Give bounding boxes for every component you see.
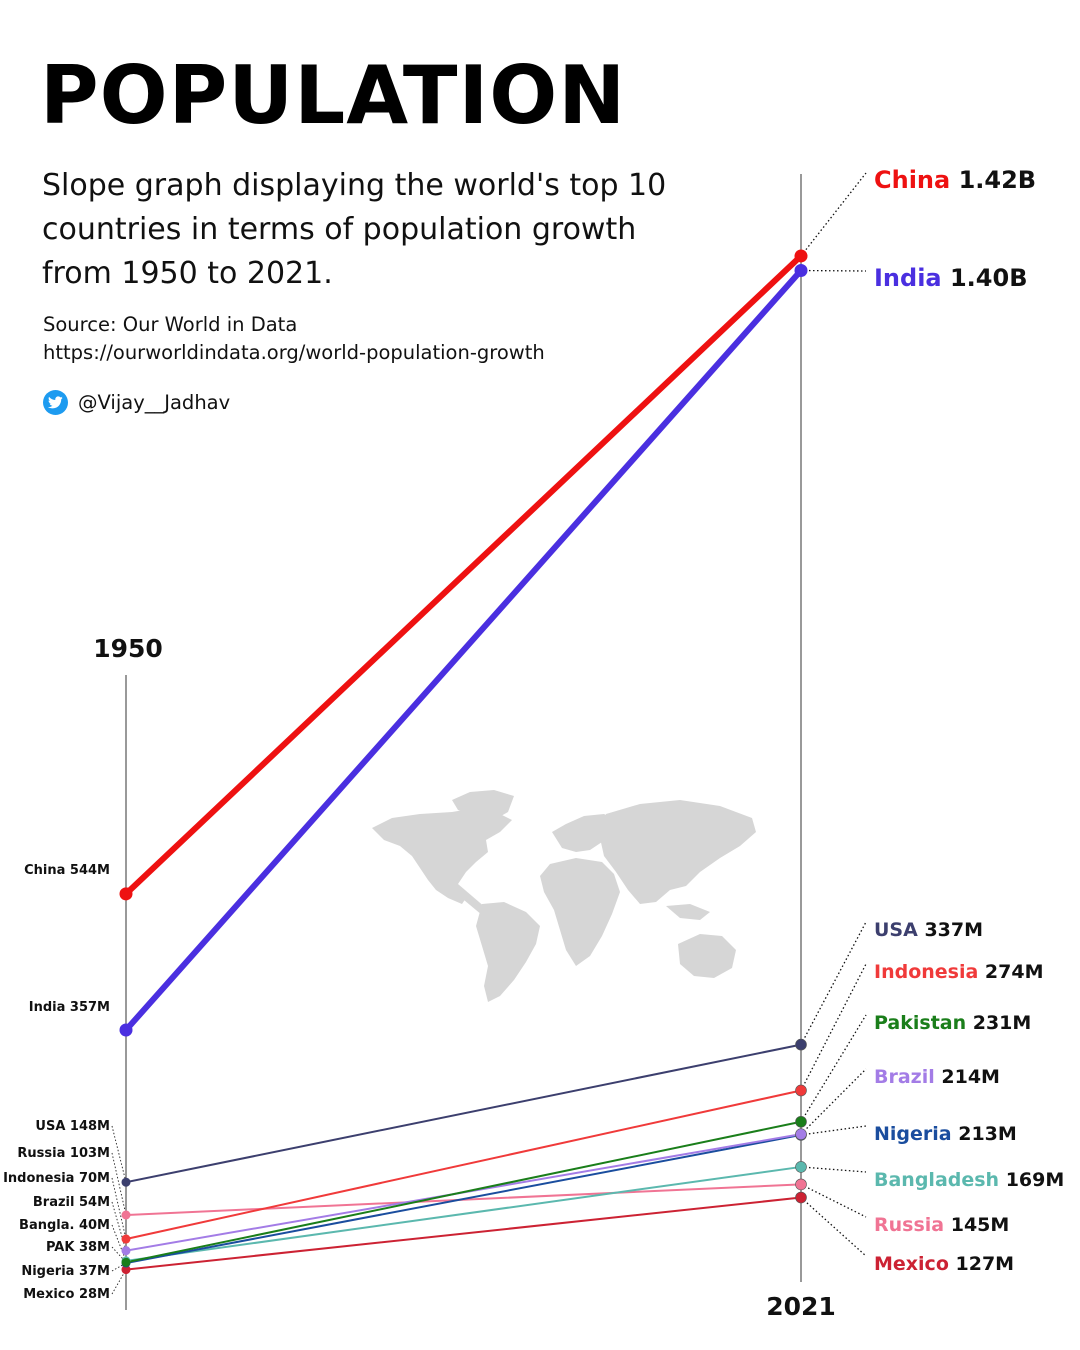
point-2021-brazil bbox=[795, 1128, 807, 1140]
label-1950-brazil: Brazil 54M bbox=[33, 1195, 110, 1210]
label-2021-name-pakistan: Pakistan bbox=[874, 1012, 966, 1034]
point-1950-mexico bbox=[121, 1265, 131, 1275]
page-title: POPULATION bbox=[40, 49, 627, 142]
label-2021-india: India 1.40B bbox=[874, 264, 1028, 292]
label-2021-usa: USA 337M bbox=[874, 919, 983, 941]
label-1950-india: India 357M bbox=[29, 1000, 110, 1015]
label-2021-name-bangladesh: Bangladesh bbox=[874, 1169, 999, 1191]
label-2021-value-usa: 337M bbox=[918, 919, 983, 941]
leader-2021-brazil bbox=[800, 1068, 867, 1135]
label-2021-name-china: China bbox=[874, 166, 950, 194]
series-line-nigeria bbox=[125, 1133, 802, 1265]
axis-label-1950: 1950 bbox=[93, 634, 163, 663]
leader-2021-nigeria bbox=[800, 1125, 867, 1136]
series-line-pakistan bbox=[125, 1120, 802, 1264]
label-2021-name-mexico: Mexico bbox=[874, 1253, 949, 1275]
label-1950-bangladesh: Bangla. 40M bbox=[19, 1218, 110, 1233]
point-1950-indonesia bbox=[121, 1234, 131, 1244]
label-1950-china: China 544M bbox=[24, 863, 110, 878]
series-lines bbox=[123, 252, 804, 1271]
series-points bbox=[119, 249, 808, 1275]
label-2021-name-russia: Russia bbox=[874, 1214, 944, 1236]
series-line-china bbox=[123, 252, 804, 897]
label-2021-value-india: 1.40B bbox=[942, 264, 1028, 292]
label-leader-lines bbox=[111, 172, 867, 1295]
series-line-indonesia bbox=[125, 1089, 802, 1241]
twitter-handle-row[interactable]: @Vijay__Jadhav bbox=[43, 390, 230, 415]
label-2021-russia: Russia 145M bbox=[874, 1214, 1009, 1236]
leader-2021-indonesia bbox=[800, 963, 867, 1091]
leader-2021-bangladesh bbox=[800, 1166, 867, 1173]
label-2021-value-russia: 145M bbox=[944, 1214, 1009, 1236]
label-2021-value-brazil: 214M bbox=[935, 1066, 1000, 1088]
label-2021-name-usa: USA bbox=[874, 919, 918, 941]
leader-1950-mexico bbox=[111, 1269, 127, 1295]
point-1950-brazil bbox=[121, 1246, 131, 1256]
label-2021-name-indonesia: Indonesia bbox=[874, 961, 978, 983]
axis-label-2021: 2021 bbox=[766, 1292, 836, 1321]
leader-1950-nigeria bbox=[111, 1262, 127, 1272]
label-2021-name-brazil: Brazil bbox=[874, 1066, 935, 1088]
label-2021-brazil: Brazil 214M bbox=[874, 1066, 1000, 1088]
label-2021-pakistan: Pakistan 231M bbox=[874, 1012, 1031, 1034]
point-2021-china bbox=[794, 249, 808, 263]
leader-2021-mexico bbox=[800, 1197, 867, 1257]
label-2021-nigeria: Nigeria 213M bbox=[874, 1123, 1017, 1145]
leader-2021-china bbox=[800, 172, 867, 257]
twitter-bird-icon bbox=[43, 390, 68, 415]
point-2021-indonesia bbox=[795, 1084, 807, 1097]
label-1950-mexico: Mexico 28M bbox=[23, 1287, 110, 1302]
label-1950-indonesia: Indonesia 70M bbox=[3, 1171, 110, 1186]
leader-1950-indonesia bbox=[111, 1177, 127, 1240]
label-2021-value-mexico: 127M bbox=[949, 1253, 1014, 1275]
point-1950-china bbox=[119, 887, 133, 901]
point-2021-pakistan bbox=[795, 1115, 807, 1128]
chart-subtitle: Slope graph displaying the world's top 1… bbox=[42, 168, 667, 291]
point-1950-pakistan bbox=[121, 1257, 131, 1267]
point-1950-usa bbox=[121, 1177, 131, 1187]
leader-1950-russia bbox=[111, 1152, 127, 1216]
twitter-handle: @Vijay__Jadhav bbox=[78, 391, 231, 414]
label-2021-china: China 1.42B bbox=[874, 166, 1036, 194]
world-map-icon bbox=[372, 790, 756, 1002]
label-1950-russia: Russia 103M bbox=[17, 1146, 110, 1161]
source-line: Source: Our World in Data bbox=[43, 313, 298, 336]
point-2021-russia bbox=[795, 1178, 807, 1191]
chart-axes: 1950 2021 bbox=[93, 174, 836, 1321]
label-2021-value-pakistan: 231M bbox=[966, 1012, 1031, 1034]
label-2021-value-bangladesh: 169M bbox=[999, 1169, 1064, 1191]
label-1950-pakistan: PAK 38M bbox=[46, 1240, 110, 1255]
point-2021-bangladesh bbox=[795, 1161, 807, 1173]
point-1950-russia bbox=[121, 1210, 131, 1220]
label-2021-indonesia: Indonesia 274M bbox=[874, 961, 1044, 983]
label-2021-value-indonesia: 274M bbox=[978, 961, 1043, 983]
series-line-mexico bbox=[125, 1196, 802, 1271]
leader-1950-bangladesh bbox=[111, 1224, 127, 1262]
source-url[interactable]: https://ourworldindata.org/world-populat… bbox=[43, 341, 545, 364]
label-2021-bangladesh: Bangladesh 169M bbox=[874, 1169, 1064, 1191]
label-1950-nigeria: Nigeria 37M bbox=[21, 1264, 110, 1279]
point-2021-usa bbox=[795, 1038, 807, 1051]
label-2021-mexico: Mexico 127M bbox=[874, 1253, 1014, 1275]
point-2021-india bbox=[794, 264, 808, 278]
point-1950-india bbox=[119, 1023, 133, 1037]
leader-2021-usa bbox=[800, 921, 867, 1045]
leader-1950-usa bbox=[111, 1125, 127, 1183]
label-2021-value-china: 1.42B bbox=[950, 166, 1036, 194]
series-line-bangladesh bbox=[125, 1165, 802, 1262]
point-2021-mexico bbox=[795, 1191, 807, 1204]
label-1950-usa: USA 148M bbox=[35, 1119, 110, 1134]
series-line-india bbox=[123, 267, 804, 1034]
leader-2021-pakistan bbox=[800, 1014, 867, 1123]
series-labels: China 544M China 1.42B India 357M India 1.4… bbox=[3, 166, 1064, 1302]
source-block: Source: Our World in Data https://ourwor… bbox=[43, 311, 545, 367]
label-2021-value-nigeria: 213M bbox=[952, 1123, 1017, 1145]
leader-2021-russia bbox=[800, 1183, 867, 1218]
label-2021-name-india: India bbox=[874, 264, 942, 292]
series-line-usa bbox=[125, 1043, 802, 1184]
label-2021-name-nigeria: Nigeria bbox=[874, 1123, 952, 1145]
